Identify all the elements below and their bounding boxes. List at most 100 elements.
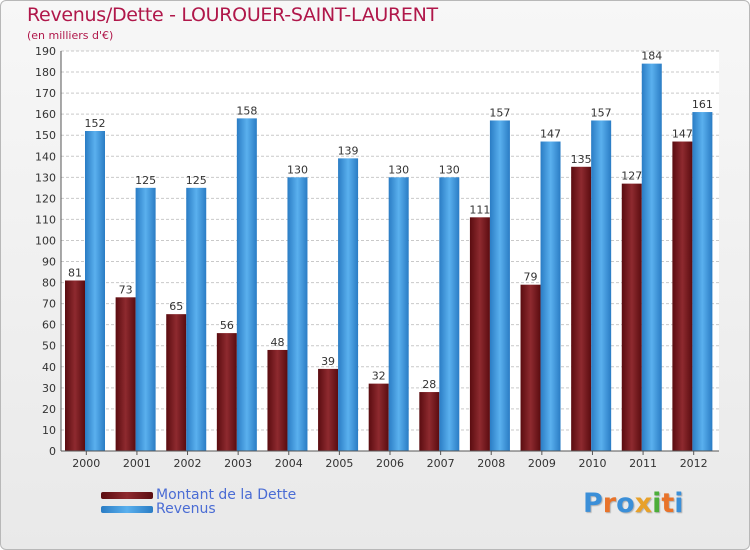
data-label-revenus: 152 [85,117,106,130]
bar-revenus [692,112,713,451]
y-tick-label: 20 [42,403,56,416]
x-tick-label: 2008 [477,457,505,470]
y-tick-label: 190 [35,45,56,58]
bar-revenus [388,177,409,451]
proxiti-logo: Proxiti [583,488,684,519]
y-tick-label: 90 [42,256,56,269]
logo-letter: P [583,488,603,519]
y-tick-label: 180 [35,66,56,79]
x-tick-label: 2004 [275,457,303,470]
x-tick-label: 2011 [629,457,657,470]
bar-revenus [641,63,662,451]
bar-revenus [287,177,308,451]
y-tick-label: 120 [35,192,56,205]
data-label-dette: 147 [672,128,693,141]
y-tick-label: 170 [35,87,56,100]
bar-dette [469,217,490,451]
data-label-revenus: 157 [489,106,510,119]
bar-dette [419,392,440,451]
bar-revenus [135,187,156,451]
x-tick-label: 2000 [72,457,100,470]
legend-item-debt: Montant de la Dette [101,487,296,503]
y-tick-label: 60 [42,319,56,332]
y-tick-label: 70 [42,298,56,311]
bar-dette [520,284,541,451]
bar-revenus [186,187,207,451]
legend-swatch-revenus [101,505,153,513]
data-label-dette: 73 [119,283,133,296]
chart-title: Revenus/Dette - LOUROUER-SAINT-LAURENT [27,4,438,26]
y-tick-label: 100 [35,234,56,247]
data-label-dette: 48 [270,336,284,349]
bar-dette [672,141,693,452]
legend-label-revenus: Revenus [156,501,216,517]
chart-subtitle: (en milliers d'€) [27,29,114,42]
bar-revenus [591,120,612,451]
data-label-dette: 81 [68,266,82,279]
bar-dette [267,349,288,451]
data-label-dette: 56 [220,319,234,332]
bar-dette [621,183,642,451]
data-label-revenus: 157 [591,106,612,119]
bar-dette [216,333,237,451]
data-label-dette: 32 [372,370,386,383]
data-label-dette: 135 [571,153,592,166]
y-tick-label: 0 [49,445,56,458]
data-label-dette: 65 [169,300,183,313]
logo-letter: x [634,488,653,519]
data-label-revenus: 161 [692,98,713,111]
data-label-dette: 39 [321,355,335,368]
x-tick-label: 2002 [174,457,202,470]
y-tick-label: 10 [42,424,56,437]
data-label-dette: 111 [469,203,490,216]
data-label-revenus: 125 [186,174,207,187]
y-tick-label: 30 [42,382,56,395]
y-tick-label: 80 [42,277,56,290]
legend-item-revenus: Revenus [101,501,216,517]
x-tick-label: 2009 [528,457,556,470]
legend-label-debt: Montant de la Dette [156,487,297,503]
bar-revenus [540,141,561,452]
data-label-revenus: 147 [540,128,561,141]
data-label-revenus: 130 [388,163,409,176]
bar-dette [571,166,592,451]
x-tick-label: 2001 [123,457,151,470]
y-tick-label: 130 [35,171,56,184]
x-tick-label: 2006 [376,457,404,470]
x-tick-label: 2007 [427,457,455,470]
y-tick-label: 160 [35,108,56,121]
logo-letter: r [602,488,617,519]
bar-dette [166,314,187,451]
y-tick-label: 50 [42,340,56,353]
x-tick-label: 2005 [325,457,353,470]
logo-letter: i [674,488,684,519]
bar-revenus [236,118,257,452]
bar-dette [318,368,339,451]
data-label-dette: 127 [621,170,642,183]
y-tick-label: 40 [42,361,56,374]
logo-letter: i [652,488,662,519]
legend-swatch-debt [101,491,153,499]
x-tick-label: 2012 [680,457,708,470]
data-label-revenus: 139 [338,144,359,157]
logo-letter: o [616,488,635,519]
data-label-dette: 28 [422,378,436,391]
data-label-revenus: 158 [236,104,257,117]
data-label-revenus: 130 [439,163,460,176]
bar-revenus [439,177,460,451]
x-tick-label: 2010 [578,457,606,470]
bar-dette [115,297,136,451]
data-label-dette: 79 [524,271,538,284]
bar-revenus [338,158,359,452]
x-tick-label: 2003 [224,457,252,470]
bar-revenus [85,131,105,451]
bar-dette [368,383,389,451]
y-tick-label: 110 [35,213,56,226]
data-label-revenus: 184 [641,50,662,63]
data-label-revenus: 130 [287,163,308,176]
bar-revenus [489,120,510,451]
y-tick-label: 140 [35,150,56,163]
data-label-revenus: 125 [135,174,156,187]
